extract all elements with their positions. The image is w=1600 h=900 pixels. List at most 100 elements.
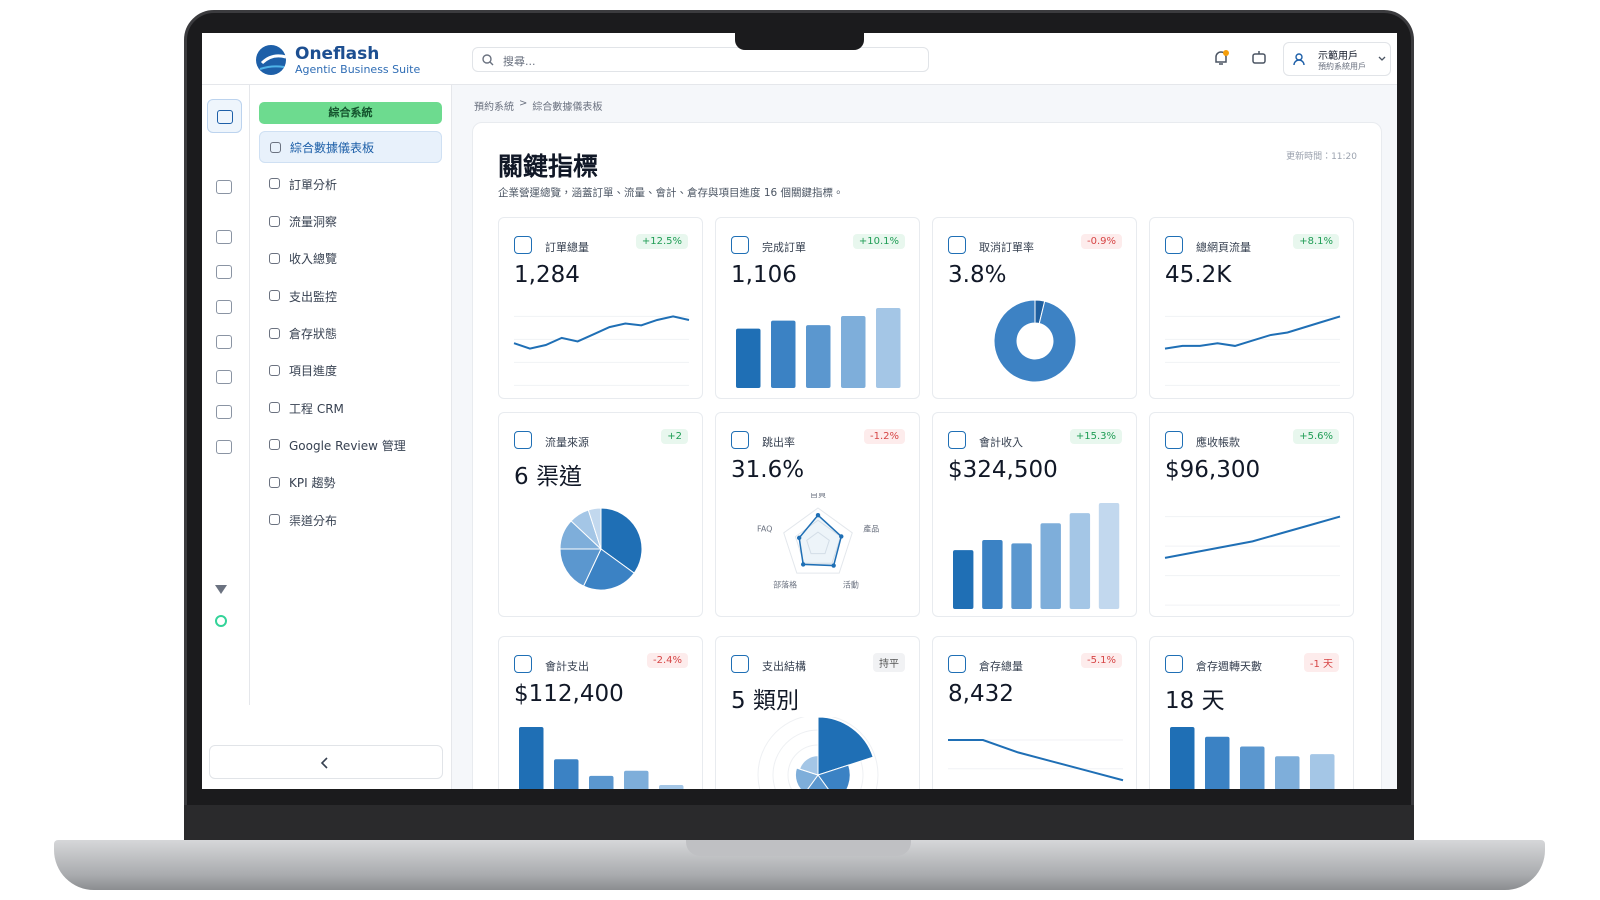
nav-item[interactable]: 項目進度 [259,355,442,387]
nav-item[interactable]: 收入總覽 [259,243,442,275]
change-badge: +5.6% [1293,429,1339,444]
card-value: 1,106 [731,262,797,288]
rail-icon[interactable] [216,265,232,279]
nav-label: 倉存狀態 [289,327,338,341]
rail-icon[interactable] [216,230,232,244]
radar-label: 部落格 [773,579,797,589]
page-title: 關鍵指標 [498,152,599,181]
polar-sector [798,755,819,776]
radar-label: 產品 [863,524,879,534]
laptop-hinge [184,805,1414,841]
change-badge: -0.9% [1080,234,1122,249]
rail-dashboard[interactable] [207,99,242,133]
card-label: 跳出率 [762,436,795,449]
change-badge: +8.1% [1293,234,1339,249]
nav-icon [269,178,280,190]
card-icon [1165,655,1183,673]
card-label: 流量來源 [545,436,589,449]
screen: Oneflash Agentic Business Suite 搜尋... 示範… [202,33,1397,789]
notification-button[interactable] [1212,49,1230,67]
change-badge: +2 [661,429,688,444]
mini-chart [1164,315,1341,386]
logo-subtitle: Agentic Business Suite [295,63,421,76]
rail-icon[interactable] [216,370,232,384]
chevron-down [1378,56,1386,61]
kpi-card[interactable]: 會計支出 -2.4% $112,400 [498,636,703,789]
kpi-card[interactable]: 倉存總量 -5.1% 8,432 [932,636,1137,789]
user-name: 示範用戶 [1318,51,1358,62]
card-label: 訂單總量 [545,241,589,254]
bar [953,550,974,609]
rail-icon[interactable] [216,300,232,314]
polar-sector [817,764,851,789]
card-icon [1165,236,1183,254]
nav-item[interactable]: 訂單分析 [259,168,442,200]
card-value: 18 天 [1165,688,1225,714]
mini-chart [736,308,901,388]
collapse-button[interactable] [209,745,443,779]
page-subtitle: 企業營運總覽，涵蓋訂單、流量、會計、倉存與項目進度 16 個關鍵指標。 [498,187,844,199]
nav-item[interactable]: Google Review 管理 [259,429,442,461]
nav-icon [269,514,280,525]
radar-ring [783,507,853,574]
mini-chart [513,315,690,386]
nav-label: 流量洞察 [289,215,338,230]
change-badge: 持平 [873,653,905,672]
sparkline [513,315,690,350]
kpi-card[interactable]: 跳出率 -1.2% 31.6% 首頁 產品 活動 部落格 FAQ [715,412,920,617]
kpi-card[interactable]: 訂單總量 +12.5% 1,284 [498,217,703,399]
radar-ring [794,519,842,564]
kpi-card[interactable]: 取消訂單率 -0.9% 3.8% [932,217,1137,399]
search-icon [482,54,494,66]
kpi-card[interactable]: 流量來源 +2 6 渠道 [498,412,703,617]
rail-icon[interactable] [216,405,232,419]
bar [554,759,579,789]
polar-sector [817,717,874,776]
breadcrumb-item[interactable]: 預約系統 [474,102,514,113]
nav-item[interactable]: 支出監控 [259,280,442,312]
camera-notch [735,33,864,50]
nav-item[interactable]: 工程 CRM [259,392,442,424]
nav-item[interactable]: KPI 趨勢 [259,467,442,499]
chevron-left [320,757,328,769]
rail-icon[interactable] [216,440,232,454]
nav-icon [269,476,280,488]
bar [1098,503,1120,609]
bar [736,328,761,388]
radar-label: 活動 [843,579,859,589]
search-box[interactable]: 搜尋... [472,47,929,72]
kpi-card[interactable]: 應收帳款 +5.6% $96,300 [1149,412,1354,617]
nav-icon [269,364,280,376]
breadcrumb-current: 綜合數據儀表板 [532,102,603,113]
mini-chart [993,299,1077,383]
card-icon [514,431,532,449]
rail-icon[interactable] [216,180,232,194]
nav-icon [269,215,280,227]
card-value: 6 渠道 [514,464,582,490]
rail-icon[interactable] [216,335,232,349]
slice [993,299,1077,383]
search-placeholder: 搜尋... [503,55,536,68]
bar [1069,513,1091,609]
breadcrumb: 預約系統 > 綜合數據儀表板 [474,98,602,113]
assistant-button[interactable] [1251,50,1267,66]
kpi-card[interactable]: 完成訂單 +10.1% 1,106 [715,217,920,399]
card-icon [514,236,532,254]
nav-label: 工程 CRM [289,401,344,416]
nav-item[interactable]: 流量洞察 [259,206,442,238]
nav-item[interactable]: 渠道分布 [259,504,442,536]
bar [1275,756,1300,789]
kpi-card[interactable]: 會計收入 +15.3% $324,500 [932,412,1137,617]
user-menu[interactable]: 示範用戶 預約系統用戶 [1283,42,1391,76]
bar [806,325,831,388]
card-icon [1165,431,1183,449]
nav-item[interactable]: 倉存狀態 [259,318,442,350]
kpi-card[interactable]: 倉存週轉天數 -1 天 18 天 [1149,636,1354,789]
kpi-card[interactable]: 總網頁流量 +8.1% 45.2K [1149,217,1354,399]
kpi-panel: 關鍵指標 企業營運總覽，涵蓋訂單、流量、會計、倉存與項目進度 16 個關鍵指標。… [472,122,1382,789]
rail-filter [215,585,227,594]
kpi-card[interactable]: 支出結構 持平 5 類別 [715,636,920,789]
nav-item[interactable]: 綜合數據儀表板 [259,131,442,163]
laptop-base-notch [686,840,911,856]
